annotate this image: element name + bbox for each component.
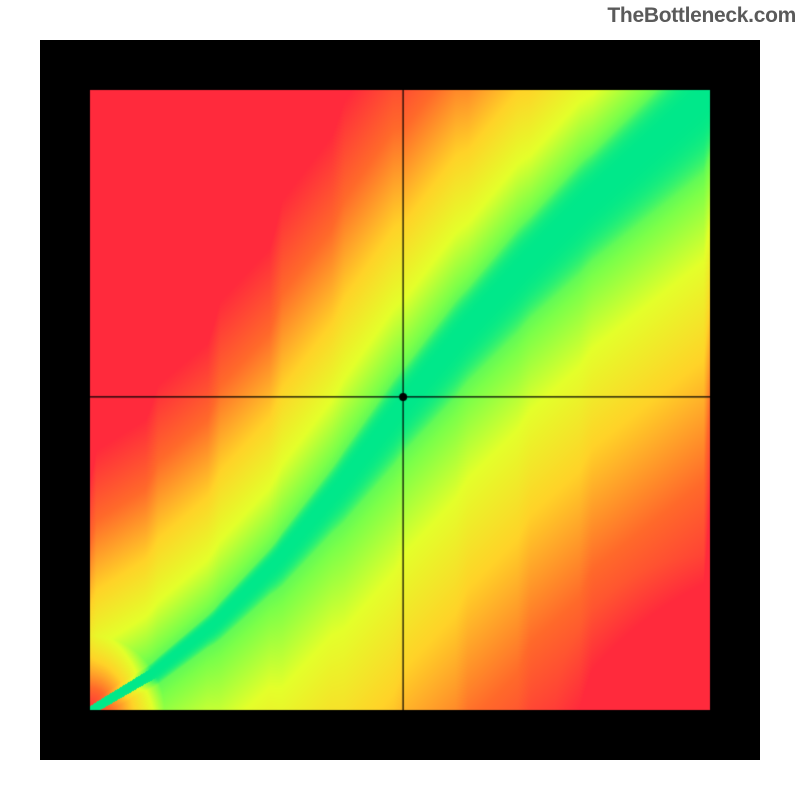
brand-watermark: TheBottleneck.com <box>607 4 796 28</box>
chart-frame <box>40 40 760 760</box>
bottleneck-heatmap <box>40 40 760 760</box>
page-container: TheBottleneck.com <box>0 0 800 800</box>
